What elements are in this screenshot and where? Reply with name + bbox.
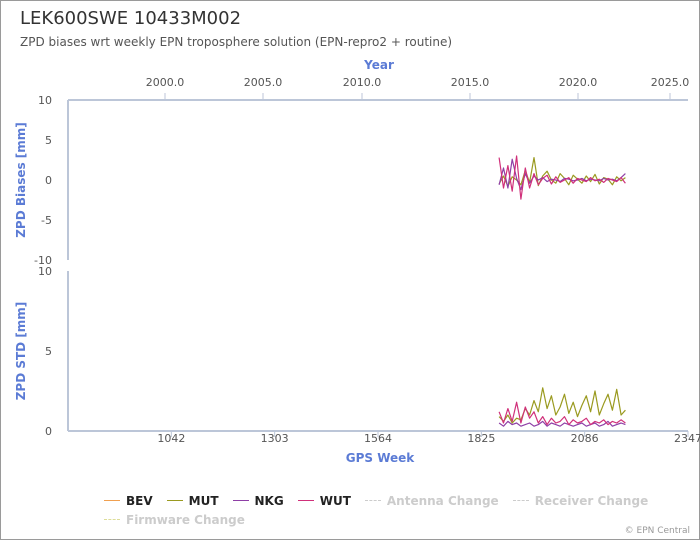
- bottom-tick-label: 1825: [467, 432, 495, 445]
- legend-swatch: [104, 519, 120, 520]
- y-tick-label: -10: [34, 254, 52, 267]
- series-line-mut-bias-panel: [498, 157, 626, 187]
- y-tick-label: 5: [45, 345, 52, 358]
- legend-label: NKG: [254, 493, 284, 508]
- legend-label: MUT: [188, 493, 219, 508]
- legend-item-wut[interactable]: WUT: [297, 492, 351, 509]
- legend-item-bev[interactable]: BEV: [104, 492, 153, 509]
- credit-text: © EPN Central: [624, 526, 690, 536]
- bottom-tick-label: 1564: [364, 432, 392, 445]
- y-tick-label: -5: [41, 214, 52, 227]
- y-axis-label: ZPD Biases [mm]: [14, 122, 28, 238]
- top-tick-label: 2015.0: [451, 76, 490, 89]
- y-tick-label: 5: [45, 134, 52, 147]
- legend-item-nkg[interactable]: NKG: [232, 492, 284, 509]
- chart-legend: BEV MUT NKG WUT Antenna Change Receiver Chang…: [104, 490, 694, 528]
- chart-title: LEK600SWE 10433M002: [20, 8, 242, 29]
- legend-label: Antenna Change: [386, 493, 499, 508]
- legend-item-antenna-change[interactable]: Antenna Change: [364, 492, 499, 509]
- bottom-tick-label: 2347: [674, 432, 700, 445]
- x-axis-label: GPS Week: [346, 451, 416, 465]
- legend-swatch: [232, 500, 249, 501]
- top-tick-label: 2025.0: [651, 76, 690, 89]
- legend-label: Firmware Change: [126, 512, 245, 527]
- top-tick-label: 2005.0: [244, 76, 283, 89]
- x-top-axis-label: Year: [363, 58, 394, 72]
- series-line-wut-bias-panel: [498, 155, 626, 200]
- series-line-wut-std-panel: [498, 401, 626, 426]
- legend-item-mut[interactable]: MUT: [166, 492, 219, 509]
- y-tick-label: 0: [45, 174, 52, 187]
- y-tick-label: 10: [38, 265, 52, 278]
- y-tick-label: 0: [45, 425, 52, 438]
- top-tick-label: 2020.0: [559, 76, 598, 89]
- top-tick-label: 2010.0: [343, 76, 382, 89]
- legend-label: BEV: [126, 493, 153, 508]
- legend-swatch: [104, 500, 120, 501]
- legend-swatch: [512, 500, 529, 501]
- legend-item-firmware-change[interactable]: Firmware Change: [104, 511, 245, 528]
- bottom-tick-label: 1303: [261, 432, 289, 445]
- top-tick-label: 2000.0: [146, 76, 185, 89]
- legend-label: WUT: [319, 493, 351, 508]
- bottom-tick-label: 1042: [157, 432, 185, 445]
- legend-swatch: [297, 500, 314, 501]
- series-line-nkg-std-panel: [498, 420, 626, 427]
- y-tick-label: 10: [38, 94, 52, 107]
- legend-swatch: [364, 500, 381, 501]
- chart-subtitle: ZPD biases wrt weekly EPN troposphere so…: [20, 35, 453, 49]
- legend-item-receiver-change[interactable]: Receiver Change: [512, 492, 649, 509]
- series-line-mut-std-panel: [498, 387, 626, 424]
- bottom-tick-label: 2086: [571, 432, 599, 445]
- legend-label: Receiver Change: [534, 493, 649, 508]
- y-axis-label: ZPD STD [mm]: [14, 302, 28, 401]
- legend-swatch: [166, 500, 183, 501]
